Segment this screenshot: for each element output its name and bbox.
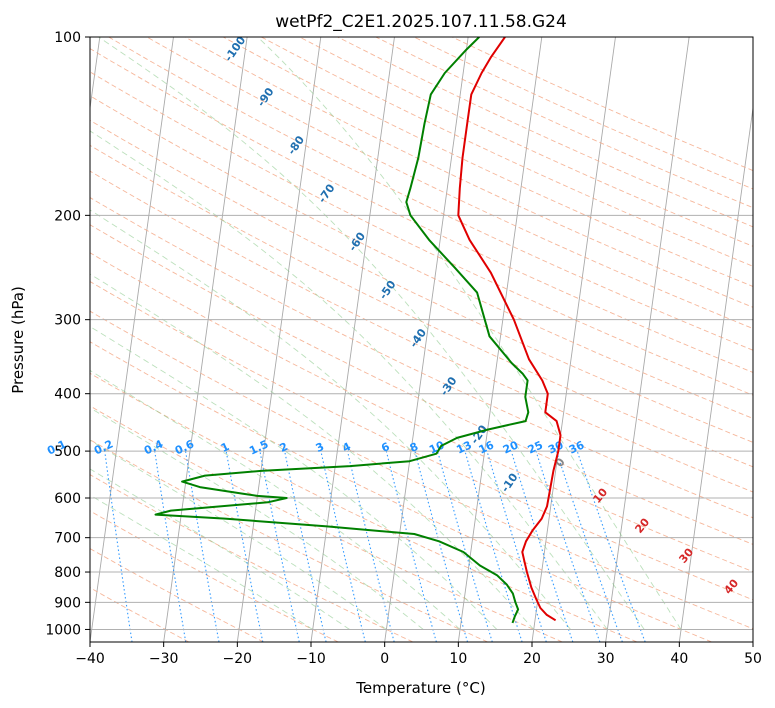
y-axis-ticks: 100 200 300 400 500 600 700 800 900 1000 — [45, 30, 90, 638]
mixing-ratio-line — [486, 450, 547, 642]
moist-adiabat-line — [90, 468, 350, 630]
y-tick-label: 1000 — [45, 622, 81, 638]
mixing-ratio-label: 30 — [546, 438, 566, 456]
x-tick-label: −10 — [296, 651, 326, 667]
dry-adiabat-line — [90, 95, 753, 419]
mixing-ratio-label: 16 — [477, 438, 497, 456]
moist-adiabat-line — [98, 37, 645, 630]
isotherm-line — [457, 37, 543, 642]
moist-adiabat-line — [90, 130, 608, 630]
mixing-ratio-line — [535, 450, 601, 642]
mixing-ratio-line — [259, 450, 300, 642]
chart-title: wetPf2_C2E1.2025.107.11.58.G24 — [275, 12, 567, 32]
y-tick-label: 800 — [54, 565, 81, 581]
dry-adiabat-line — [90, 439, 488, 642]
isotherm-line — [678, 104, 753, 642]
x-axis-label: Temperature (°C) — [355, 679, 485, 697]
y-tick-label: 300 — [54, 313, 81, 329]
x-tick-label: −40 — [75, 651, 105, 667]
y-tick-label: 900 — [54, 595, 81, 611]
dry-adiabat-line — [90, 474, 414, 642]
plot-frame — [89, 36, 754, 643]
temperature-profile-line — [457, 37, 562, 622]
moist-adiabat-line — [90, 326, 498, 630]
x-tick-label: 50 — [744, 651, 762, 667]
dry-adiabat-line — [90, 119, 753, 443]
mixing-ratio-line — [320, 450, 366, 642]
mixing-ratio-label: 13 — [454, 438, 473, 456]
mixing-ratio-line — [510, 450, 574, 642]
dry-adiabat-line — [90, 197, 753, 519]
y-axis-label: Pressure (hPa) — [9, 286, 27, 394]
moist-adiabat-line — [90, 439, 387, 630]
dry-adiabat-line — [90, 281, 753, 601]
y-tick-label: 700 — [54, 531, 81, 547]
dry-adiabat-line — [108, 37, 753, 351]
y-tick-label: 100 — [54, 30, 81, 46]
dry-adiabat-line — [90, 48, 753, 373]
x-tick-label: 20 — [523, 651, 541, 667]
mixing-ratio-line — [225, 450, 264, 642]
mixing-ratio-line — [555, 450, 623, 642]
isotherm-line — [236, 37, 322, 642]
mixing-ratio-line — [414, 450, 469, 642]
isotherm-line — [163, 37, 248, 642]
x-tick-label: 30 — [597, 651, 615, 667]
background-lines — [90, 37, 753, 642]
dewpoint-profile-line — [154, 37, 530, 624]
mixing-ratio-label: 36 — [567, 438, 587, 456]
dry-adiabat-line — [90, 310, 753, 630]
x-tick-label: 40 — [670, 651, 688, 667]
y-tick-label: 600 — [54, 491, 81, 507]
mixing-ratio-label: 25 — [526, 438, 545, 456]
mixing-ratio-line — [104, 451, 133, 642]
mixing-ratio-label: 20 — [501, 438, 521, 456]
y-tick-label: 500 — [54, 444, 81, 460]
isotherm-line — [531, 37, 616, 642]
dry-adiabat-line — [90, 548, 264, 642]
profile-series — [154, 37, 562, 624]
mixing-ratio-line — [284, 450, 327, 642]
mixing-ratio-line — [346, 450, 395, 642]
y-tick-label: 200 — [54, 208, 81, 224]
y-tick-label: 400 — [54, 387, 81, 403]
moist-adiabat-line — [90, 369, 461, 630]
moist-adiabat-line — [90, 209, 571, 630]
isotherm-line — [384, 37, 469, 642]
mixing-ratio-line — [385, 450, 437, 642]
dry-adiabat-line — [146, 37, 753, 330]
dry-adiabat-line — [90, 224, 753, 545]
x-tick-label: 10 — [449, 651, 467, 667]
moist-adiabat-line — [257, 37, 682, 630]
isotherm-line — [90, 37, 174, 642]
mixing-ratio-line — [576, 450, 646, 642]
x-tick-label: −20 — [223, 651, 253, 667]
dry-adiabat-line — [90, 71, 753, 396]
dry-adiabat-line — [90, 252, 753, 573]
mixing-ratio-label: 10 — [427, 438, 447, 456]
x-tick-label: 0 — [380, 651, 389, 667]
isobar-grid — [90, 37, 753, 630]
x-tick-label: −30 — [149, 651, 179, 667]
dry-adiabat-line — [90, 372, 638, 642]
mixing-ratio-line — [437, 450, 493, 642]
x-axis-ticks: −40 −30 −20 −10 0 10 20 30 40 50 — [75, 642, 762, 667]
